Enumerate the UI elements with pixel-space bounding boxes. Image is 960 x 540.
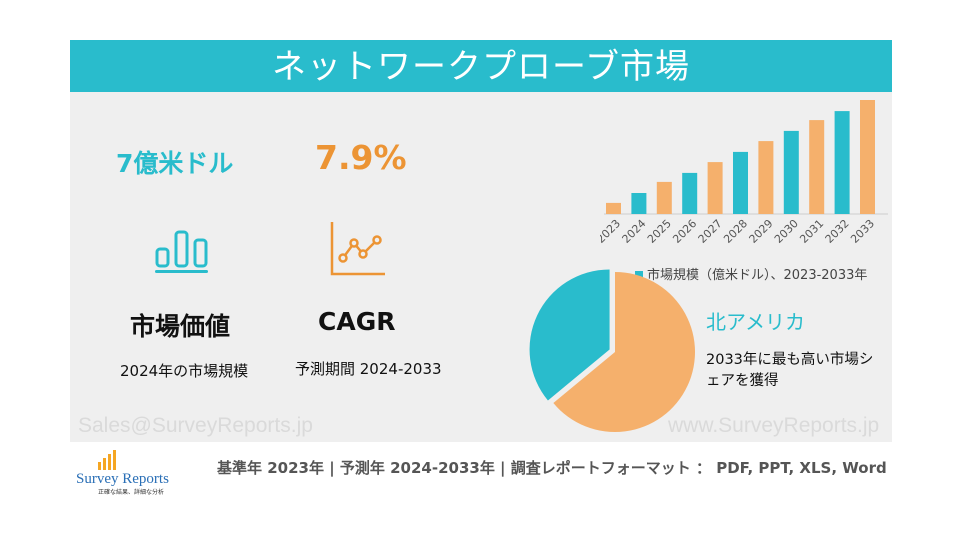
bar-2032 [834, 111, 850, 214]
x-tick-label: 2024 [620, 217, 649, 246]
market-sub: 2024年の市場規模 [120, 362, 249, 380]
x-tick-label: 2023 [600, 217, 623, 246]
pie-chart [529, 269, 695, 432]
bar-2033 [860, 100, 875, 214]
page-title: ネットワークプローブ市場 [70, 40, 892, 92]
x-tick-label: 2030 [772, 217, 801, 246]
x-tick-label: 2028 [721, 217, 750, 246]
x-tick-label: 2025 [645, 217, 674, 246]
bar-2024 [631, 193, 647, 214]
bar-2028 [733, 151, 748, 214]
market-value: 7億米ドル [116, 149, 234, 178]
cagr-label: CAGR [318, 307, 396, 336]
svg-text:Survey Reports: Survey Reports [76, 471, 169, 487]
x-tick-label: 2031 [797, 217, 826, 246]
watermark-email: Sales@SurveyReports.jp [78, 414, 313, 437]
survey-reports-logo: Survey Reports 正確な結果、詳細な分析 [76, 448, 186, 498]
x-tick-label: 2033 [848, 217, 877, 246]
watermark-url: www.SurveyReports.jp [668, 414, 880, 437]
legend-swatch [635, 271, 643, 279]
bar-2023 [606, 202, 621, 214]
footer-info: 基準年 2023年 | 予測年 2024-2033年 | 調査レポートフォーマッ… [217, 459, 887, 477]
chart-legend: 市場規模（億米ドル）、2023-2033年 [635, 264, 867, 283]
cagr-value: 7.9% [315, 138, 407, 177]
bar-2029 [758, 141, 774, 214]
market-label: 市場価値 [130, 312, 231, 341]
bar-chart: 2023202420252026202720282029203020312032… [600, 100, 888, 246]
bar-2031 [809, 120, 825, 214]
infographic-panel: ネットワークプローブ市場 7億米ドル 7.9% 市場価値 CAGR 2024年の… [70, 40, 892, 442]
x-tick-label: 2026 [670, 217, 699, 246]
x-tick-label: 2029 [747, 217, 776, 246]
bar-2025 [656, 181, 672, 214]
cagr-sub: 予測期間 2024-2033 [295, 360, 442, 378]
bar-2027 [707, 162, 723, 214]
bar-2026 [682, 172, 698, 214]
region-name: 北アメリカ [706, 310, 805, 334]
svg-text:正確な結果、詳細な分析: 正確な結果、詳細な分析 [98, 488, 164, 496]
bar-chart-icon [155, 230, 208, 273]
legend-label: 市場規模（億米ドル）、2023-2033年 [647, 268, 868, 283]
region-description: 2033年に最も高い市場シェアを獲得 [706, 352, 874, 389]
x-tick-label: 2027 [696, 217, 725, 246]
x-tick-label: 2032 [823, 217, 852, 246]
pie-slice-0 [529, 269, 610, 401]
line-chart-icon [330, 222, 385, 276]
pie-slice-1 [553, 272, 695, 432]
bar-2030 [783, 130, 799, 214]
